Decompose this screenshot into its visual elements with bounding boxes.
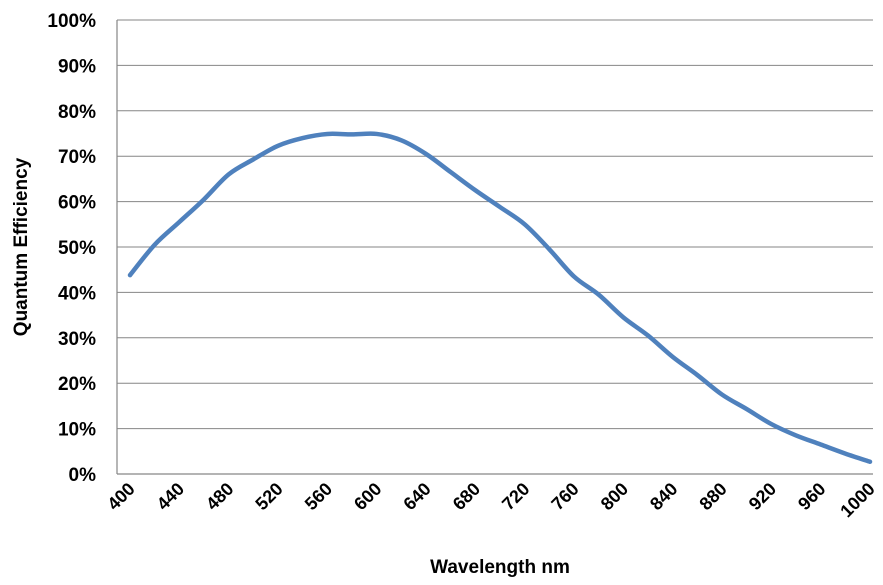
x-tick-label: 960 xyxy=(794,479,829,514)
series-layer xyxy=(127,131,873,464)
y-axis-title: Quantum Efficiency xyxy=(11,157,32,336)
y-tick-label: 50% xyxy=(58,238,96,259)
gridlines xyxy=(117,19,873,430)
y-tick-label: 20% xyxy=(58,374,96,395)
x-tick-label: 1000 xyxy=(836,479,878,521)
x-tick-label: 600 xyxy=(350,479,385,514)
y-tick-label: 30% xyxy=(58,329,96,350)
x-tick-label: 560 xyxy=(301,479,336,514)
x-tick-label: 720 xyxy=(498,479,533,514)
axes xyxy=(116,20,873,475)
y-tick-label: 70% xyxy=(58,147,96,168)
x-tick-label: 760 xyxy=(547,479,582,514)
x-tick-label: 640 xyxy=(399,479,434,514)
y-tick-label: 60% xyxy=(58,193,96,214)
x-tick-label: 880 xyxy=(695,479,730,514)
x-tick-label: 840 xyxy=(646,479,681,514)
x-tick-label: 920 xyxy=(745,479,780,514)
x-tick-label: 480 xyxy=(202,479,237,514)
x-tick-label: 440 xyxy=(153,479,188,514)
x-tick-labels: 400 440 480 520 560 600 640 680 720 760 800 840 880 9… xyxy=(103,479,878,521)
y-tick-labels: 0% 10% 20% 30% 40% 50% 60% 70% 80% 90% 100% xyxy=(47,11,96,486)
y-tick-label: 90% xyxy=(58,56,96,77)
y-tick-label: 80% xyxy=(58,102,96,123)
x-tick-label: 400 xyxy=(103,479,138,514)
y-tick-label: 10% xyxy=(58,420,96,441)
x-tick-label: 680 xyxy=(449,479,484,514)
y-tick-label: 0% xyxy=(69,465,97,486)
x-tick-label: 800 xyxy=(597,479,632,514)
x-axis-title: Wavelength nm xyxy=(430,557,570,578)
y-tick-label: 40% xyxy=(58,283,96,304)
series-line xyxy=(127,131,873,464)
x-tick-label: 520 xyxy=(251,479,286,514)
y-tick-label: 100% xyxy=(47,11,96,32)
